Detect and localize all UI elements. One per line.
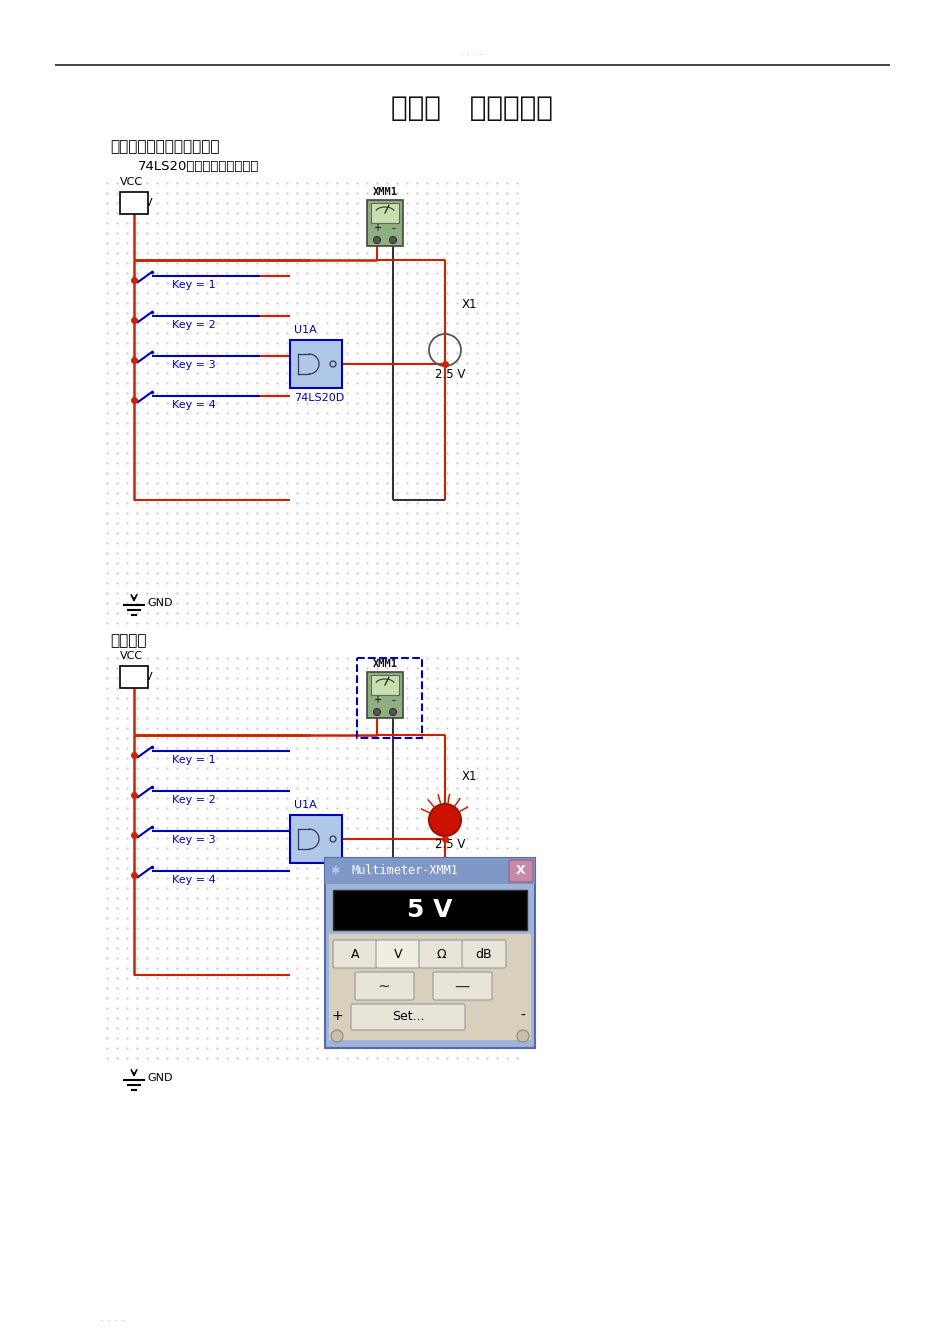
Text: Multimeter-XMM1: Multimeter-XMM1 bbox=[351, 865, 458, 877]
Text: -: - bbox=[391, 695, 395, 705]
Circle shape bbox=[516, 1029, 529, 1042]
Text: VCC: VCC bbox=[120, 176, 143, 187]
Text: Key = 4: Key = 4 bbox=[172, 400, 215, 410]
FancyBboxPatch shape bbox=[432, 972, 492, 1000]
FancyBboxPatch shape bbox=[418, 940, 463, 968]
FancyBboxPatch shape bbox=[325, 858, 534, 1048]
Text: Key = 2: Key = 2 bbox=[172, 320, 215, 330]
Text: 实验一   逻辑门电路: 实验一 逻辑门电路 bbox=[391, 94, 552, 122]
Text: Key = 3: Key = 3 bbox=[172, 836, 215, 845]
Text: 仿真结果: 仿真结果 bbox=[110, 634, 146, 648]
Text: X: X bbox=[515, 865, 525, 877]
Bar bbox=[332, 890, 527, 931]
Bar bbox=[366, 201, 402, 246]
Text: 2.5 V: 2.5 V bbox=[434, 368, 464, 381]
FancyBboxPatch shape bbox=[376, 940, 419, 968]
FancyBboxPatch shape bbox=[462, 940, 505, 968]
Bar bbox=[290, 816, 342, 862]
Text: V: V bbox=[394, 948, 402, 960]
Text: . . . .: . . . . bbox=[100, 1313, 125, 1324]
Text: +: + bbox=[330, 1009, 343, 1023]
Text: 74LS20（双四输入与非门）: 74LS20（双四输入与非门） bbox=[138, 160, 259, 174]
Text: ✱: ✱ bbox=[330, 866, 339, 876]
Text: U1A: U1A bbox=[294, 325, 316, 336]
Text: 5 V: 5 V bbox=[407, 898, 452, 923]
Circle shape bbox=[429, 804, 461, 836]
Text: Key = 2: Key = 2 bbox=[172, 796, 215, 805]
Text: GND: GND bbox=[147, 1074, 173, 1083]
Circle shape bbox=[389, 709, 396, 715]
Bar bbox=[290, 340, 342, 388]
Bar bbox=[371, 675, 398, 695]
Text: Key = 3: Key = 3 bbox=[172, 360, 215, 370]
Bar bbox=[325, 858, 534, 884]
Text: +: + bbox=[373, 695, 380, 705]
Text: A: A bbox=[350, 948, 359, 960]
Text: XMM1: XMM1 bbox=[372, 187, 397, 197]
Text: 2.5 V: 2.5 V bbox=[434, 837, 464, 850]
Circle shape bbox=[389, 237, 396, 243]
FancyBboxPatch shape bbox=[332, 940, 377, 968]
Bar bbox=[329, 935, 531, 1040]
Text: -: - bbox=[391, 223, 395, 233]
FancyBboxPatch shape bbox=[355, 972, 413, 1000]
Bar bbox=[120, 666, 148, 689]
Bar bbox=[371, 203, 398, 223]
Text: 5V: 5V bbox=[138, 198, 153, 209]
Text: 5V: 5V bbox=[138, 673, 153, 682]
Text: —: — bbox=[454, 979, 469, 993]
FancyBboxPatch shape bbox=[350, 1004, 464, 1029]
Text: -: - bbox=[520, 1009, 525, 1023]
Text: Key = 4: Key = 4 bbox=[172, 874, 215, 885]
Text: Key = 1: Key = 1 bbox=[172, 755, 215, 765]
Text: GND: GND bbox=[147, 598, 173, 608]
FancyBboxPatch shape bbox=[509, 860, 532, 882]
Circle shape bbox=[373, 237, 380, 243]
Bar bbox=[120, 193, 148, 214]
Text: VCC: VCC bbox=[120, 651, 143, 660]
Text: . . . .: . . . . bbox=[461, 47, 482, 57]
Circle shape bbox=[373, 709, 380, 715]
Text: 一、与非门逻辑功能的测试: 一、与非门逻辑功能的测试 bbox=[110, 139, 219, 155]
Text: Set...: Set... bbox=[391, 1011, 424, 1024]
Circle shape bbox=[330, 1029, 343, 1042]
Text: +: + bbox=[373, 223, 380, 233]
Text: ∼: ∼ bbox=[378, 979, 390, 993]
Text: X1: X1 bbox=[462, 770, 477, 782]
Text: X1: X1 bbox=[462, 298, 477, 310]
Text: XMM1: XMM1 bbox=[372, 659, 397, 668]
Bar bbox=[366, 673, 402, 718]
Text: dB: dB bbox=[475, 948, 492, 960]
Text: 74LS20D: 74LS20D bbox=[294, 393, 344, 402]
Text: U1A: U1A bbox=[294, 800, 316, 810]
Bar bbox=[357, 658, 422, 738]
Text: Key = 1: Key = 1 bbox=[172, 279, 215, 290]
Text: Ω: Ω bbox=[436, 948, 446, 960]
